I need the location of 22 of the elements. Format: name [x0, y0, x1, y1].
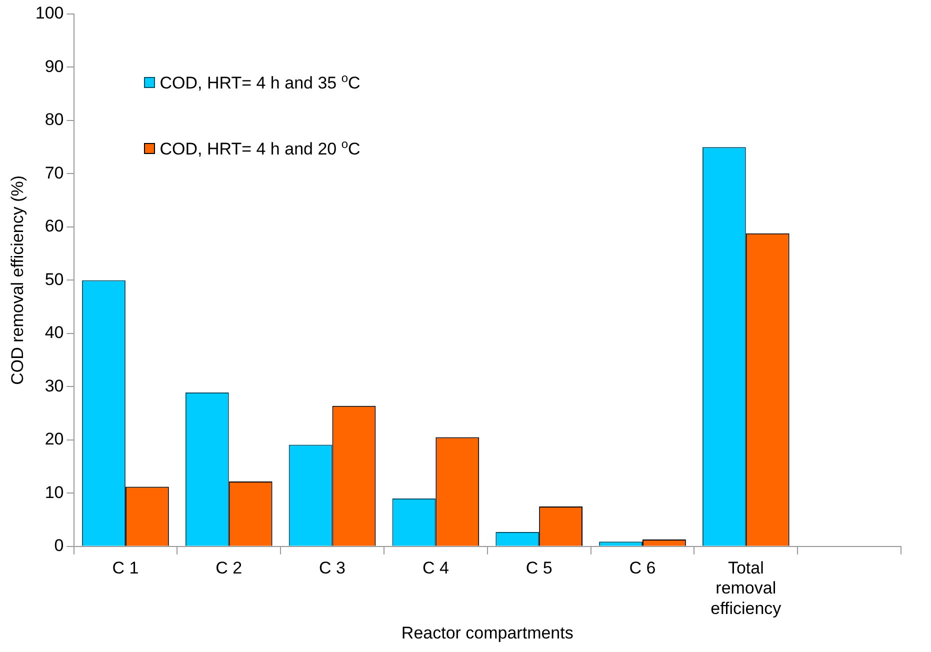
x-tick-label: C 2 [216, 558, 242, 578]
y-tick-label: 30 [44, 376, 64, 396]
x-tick-label: C 1 [112, 558, 139, 578]
x-tick-label: C 5 [526, 558, 552, 578]
y-tick-label: 10 [44, 482, 64, 502]
legend-label: COD, HRT= 4 h and 20 $^{o}$C [160, 136, 360, 160]
x-tick-label: Total removal efficiency [710, 558, 782, 618]
y-tick-label: 0 [54, 536, 64, 556]
y-tick-label: 70 [44, 163, 64, 182]
y-tick-label: 90 [44, 56, 64, 76]
x-axis-title: Reactor compartments [401, 623, 574, 642]
y-tick-label: 40 [44, 323, 64, 342]
legend-label: COD, HRT= 4 h and 35 $^{o}$C [160, 70, 360, 94]
x-tick-label: C 4 [422, 558, 449, 578]
y-tick-label: 20 [44, 430, 64, 449]
y-tick-label: 50 [44, 270, 64, 289]
x-tick-label: C 6 [629, 558, 656, 578]
x-tick-label: C 3 [319, 558, 346, 578]
y-tick-label: 80 [44, 110, 64, 130]
y-tick-label: 60 [44, 216, 64, 236]
y-tick-label: 100 [35, 4, 64, 23]
y-axis-title: COD removal efficiency (%) [8, 175, 27, 385]
